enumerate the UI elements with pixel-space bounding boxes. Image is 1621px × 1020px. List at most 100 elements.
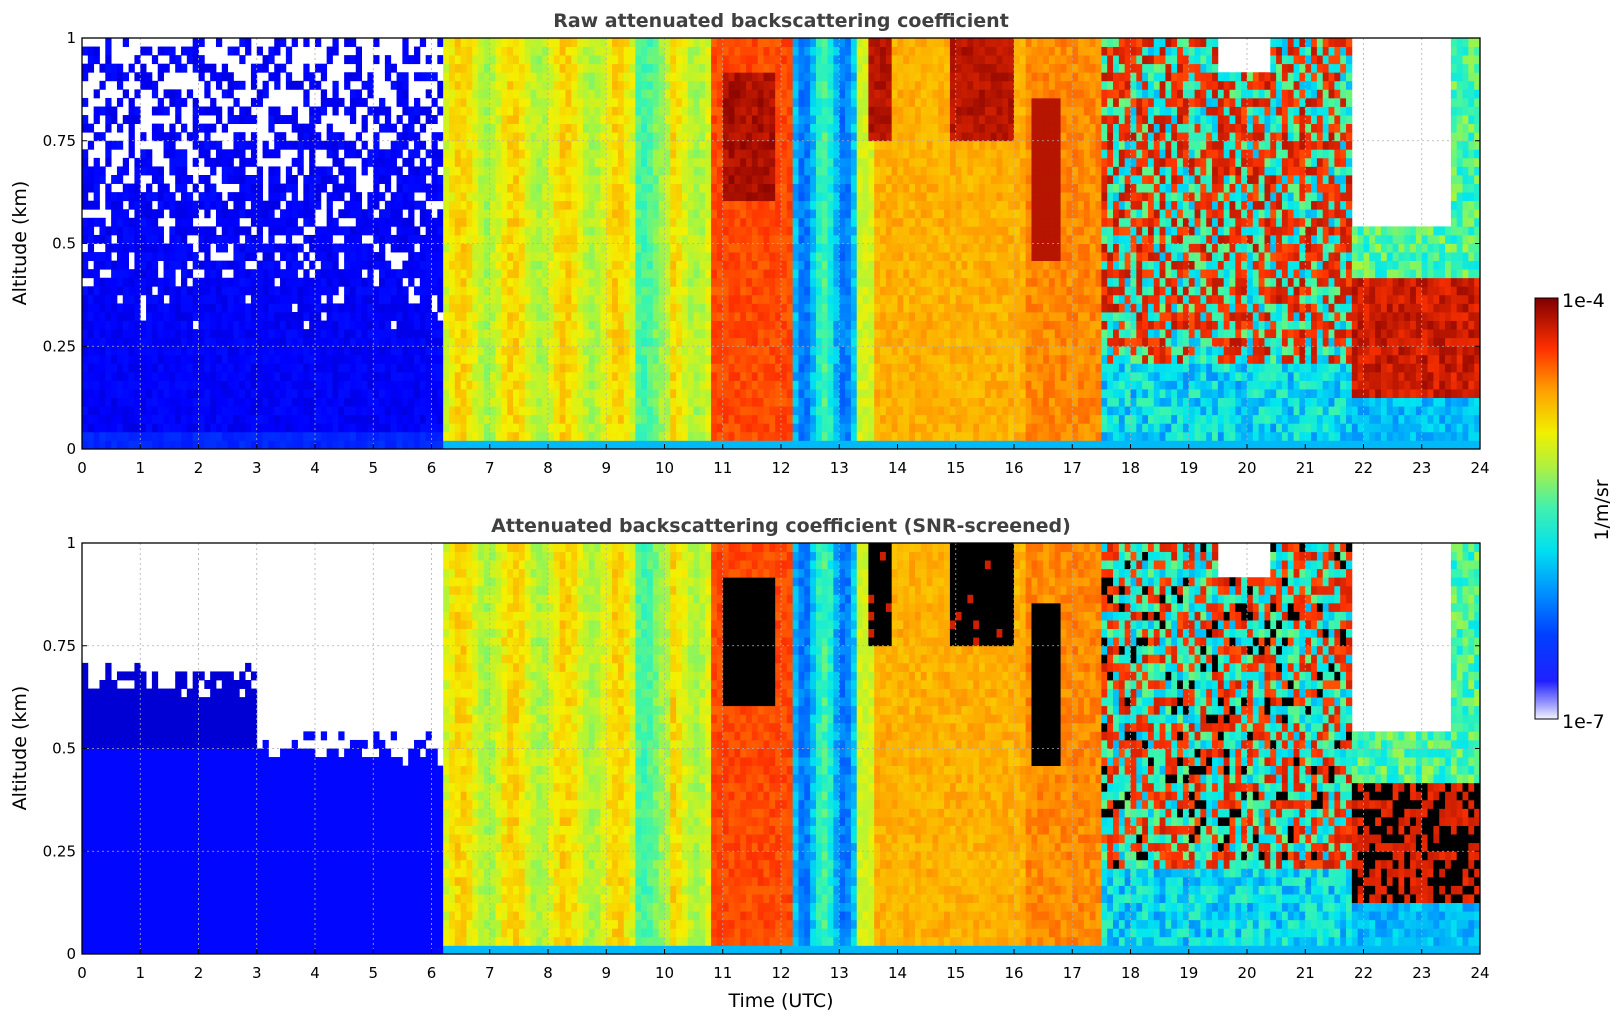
heat-cell: [751, 294, 759, 304]
heat-cell: [373, 200, 380, 210]
heat-cell: [355, 312, 363, 321]
heat-cell: [501, 337, 508, 347]
heat-cell: [600, 166, 607, 176]
heat-cell: [716, 277, 724, 287]
heat-cell: [518, 175, 526, 184]
heat-cell: [122, 440, 130, 450]
heat-cell: [553, 371, 561, 381]
heat-cell: [681, 337, 689, 347]
heat-cell: [396, 149, 403, 159]
heat-cell: [105, 414, 112, 424]
heat-cell: [548, 226, 555, 236]
heat-cell: [355, 132, 363, 142]
heat-cell: [652, 389, 660, 399]
heat-cell: [641, 46, 648, 56]
heat-cell: [530, 38, 537, 47]
heat-cell: [163, 363, 170, 373]
heat-cell: [192, 337, 199, 347]
heat-cell: [250, 294, 258, 304]
heat-cell: [169, 337, 176, 347]
heat-cell: [192, 97, 199, 107]
heat-cell: [210, 431, 217, 441]
heat-cell: [163, 440, 170, 450]
heat-cell: [635, 89, 642, 99]
heat-cell: [349, 337, 357, 347]
heat-cell: [198, 72, 205, 82]
heat-cell: [518, 312, 526, 321]
heat-cell: [565, 123, 572, 133]
heat-cell: [297, 226, 304, 236]
heat-cell: [198, 423, 205, 433]
heat-cell: [483, 431, 491, 441]
heat-cell: [629, 46, 636, 56]
heat-cell: [518, 209, 526, 219]
heat-cell: [501, 157, 508, 167]
heat-cell: [664, 252, 671, 262]
heat-cell: [716, 371, 724, 381]
heat-cell: [285, 286, 293, 296]
heat-cell: [361, 243, 368, 253]
heat-cell: [146, 46, 153, 56]
heat-cell: [291, 294, 298, 304]
heat-cell: [355, 277, 363, 287]
heat-cell: [716, 192, 724, 202]
heat-cell: [361, 209, 368, 219]
heat-cell: [687, 363, 695, 373]
heat-cell: [315, 132, 322, 142]
heat-cell: [466, 252, 473, 262]
heat-cell: [373, 140, 380, 150]
heat-cell: [454, 80, 462, 90]
heat-cell: [134, 200, 141, 210]
heat-cell: [303, 346, 310, 356]
heat-cell: [687, 431, 695, 441]
heat-cell: [99, 303, 106, 313]
heat-cell: [210, 277, 217, 287]
heat-cell: [530, 55, 537, 65]
heat-cell: [128, 217, 135, 227]
heat-cell: [245, 380, 252, 390]
heat-cell: [396, 200, 403, 210]
heat-cell: [361, 423, 368, 433]
heat-cell: [478, 277, 485, 287]
heat-cell: [681, 157, 689, 167]
heat-cell: [699, 303, 706, 313]
heat-cell: [513, 175, 520, 184]
heat-cell: [553, 166, 561, 176]
heat-cell: [210, 312, 217, 321]
heat-cell: [635, 354, 642, 364]
heat-cell: [548, 234, 555, 244]
heat-cell: [93, 166, 100, 176]
heat-cell: [681, 38, 689, 47]
heat-cell: [513, 226, 520, 236]
heat-cell: [716, 243, 724, 253]
heat-cell: [105, 106, 112, 116]
heat-cell: [443, 277, 450, 287]
heat-cell: [338, 431, 345, 441]
heat-cell: [390, 63, 397, 73]
heat-cell: [518, 397, 526, 407]
heat-cell: [361, 389, 368, 399]
heat-cell: [215, 397, 223, 407]
heat-cell: [705, 371, 712, 381]
heat-cell: [746, 320, 753, 330]
heat-cell: [233, 217, 240, 227]
heat-cell: [681, 123, 689, 133]
heat-cell: [192, 209, 199, 219]
heat-cell: [641, 329, 648, 339]
heat-cell: [612, 46, 619, 56]
heat-cell: [524, 286, 531, 296]
heat-cell: [641, 217, 648, 227]
heat-cell: [93, 431, 100, 441]
heat-cell: [431, 312, 438, 321]
heat-cell: [181, 320, 188, 330]
heat-cell: [548, 389, 555, 399]
heat-cell: [647, 166, 654, 176]
heat-cell: [548, 183, 555, 193]
heat-cell: [664, 423, 671, 433]
heat-cell: [524, 337, 531, 347]
heat-cell: [658, 80, 665, 90]
heat-cell: [227, 234, 234, 244]
heat-cell: [169, 243, 176, 253]
heat-cell: [588, 371, 596, 381]
heat-cell: [460, 286, 467, 296]
